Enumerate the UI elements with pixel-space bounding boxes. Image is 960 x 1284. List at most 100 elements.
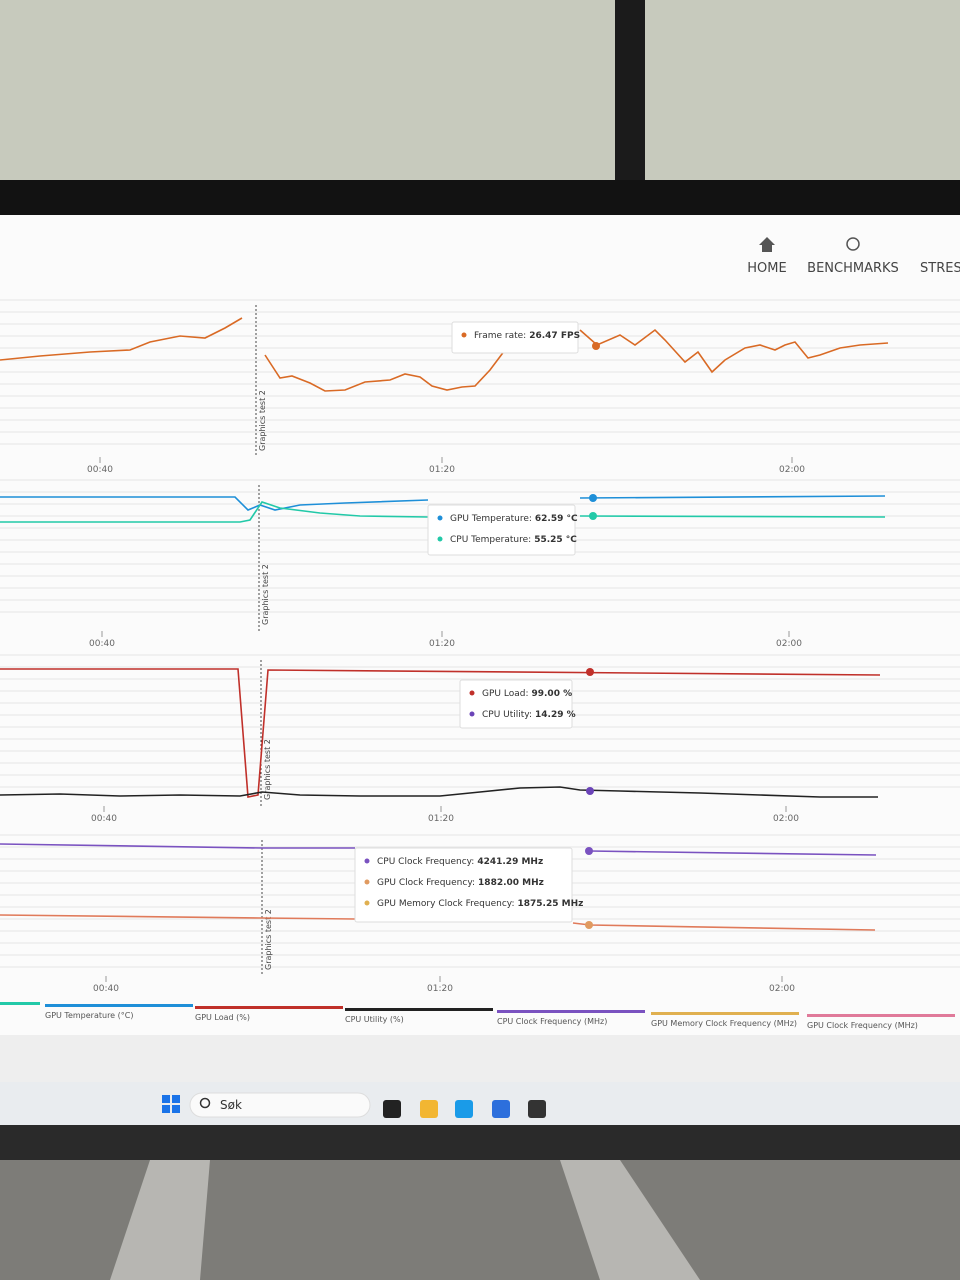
hover-dot: [586, 787, 594, 795]
legend-label[interactable]: GPU Clock Frequency (MHz): [807, 1021, 918, 1030]
test-marker-label: Graphics test 2: [264, 909, 273, 970]
hover-dot: [585, 847, 593, 855]
x-tick-label: 00:40: [87, 465, 113, 475]
series-line: [589, 850, 877, 856]
legend-label[interactable]: CPU Clock Frequency (MHz): [497, 1017, 607, 1026]
x-tick-label: 01:20: [429, 639, 455, 649]
nav-item[interactable]: HOME: [747, 261, 786, 276]
chart-panel: Graphics test 2 00:40 01:20 02:00 GPU Temper…: [0, 479, 960, 649]
chart-panel: Graphics test 2 00:40 01:20 02:00 GPU Load: 9…: [0, 654, 960, 824]
tooltip-label: CPU Utility:: [482, 710, 532, 720]
nav-item[interactable]: STRESS: [920, 261, 960, 276]
bezel-top: [0, 180, 960, 220]
start-button[interactable]: [162, 1095, 170, 1103]
legend-label[interactable]: GPU Temperature (°C): [45, 1011, 133, 1020]
tooltip-dot: [437, 515, 443, 521]
tooltip: [427, 504, 576, 556]
legend-label[interactable]: GPU Load (%): [195, 1013, 250, 1022]
hover-dot: [592, 342, 600, 350]
legend-swatch[interactable]: [345, 1008, 493, 1011]
tooltip-text: CPU Clock Frequency: 4241.29 MHz: [377, 857, 543, 867]
home-icon: [759, 237, 775, 252]
series-line: [0, 786, 878, 798]
chart-panel: Graphics test 2 00:40 01:20 02:00 CPU Clock …: [0, 834, 960, 994]
taskbar-app[interactable]: [492, 1100, 510, 1118]
tooltip-dot: [469, 690, 475, 696]
start-button[interactable]: [162, 1105, 170, 1113]
tooltip-value: 14.29 %: [535, 710, 576, 720]
nav: [759, 237, 860, 252]
x-tick-label: 00:40: [89, 639, 115, 649]
series-line: [0, 843, 355, 849]
tooltip-label: GPU Memory Clock Frequency:: [377, 899, 515, 909]
tooltip: [451, 321, 579, 354]
legend-swatch: [0, 1002, 40, 1005]
tooltip: [459, 679, 573, 729]
taskbar-app[interactable]: [528, 1100, 546, 1118]
legend-swatch[interactable]: [497, 1010, 645, 1013]
x-tick-label: 02:00: [779, 465, 805, 475]
series-line: [0, 496, 429, 511]
legend-swatch[interactable]: [807, 1014, 955, 1017]
legend-swatch[interactable]: [195, 1006, 343, 1009]
tooltip-label: CPU Clock Frequency:: [377, 857, 474, 867]
x-tick-label: 02:00: [776, 639, 802, 649]
tooltip-text: CPU Utility: 14.29 %: [482, 710, 576, 720]
hover-dot: [585, 921, 593, 929]
tooltip-value: 1875.25 MHz: [518, 899, 584, 909]
hover-dot: [586, 668, 594, 676]
tooltip-text: GPU Clock Frequency: 1882.00 MHz: [377, 878, 544, 888]
taskbar-app[interactable]: [420, 1100, 438, 1118]
series-line: [0, 501, 429, 523]
tooltip-label: CPU Temperature:: [450, 535, 531, 545]
x-tick-label: 01:20: [429, 465, 455, 475]
app-footer: [0, 1035, 960, 1085]
start-button[interactable]: [172, 1095, 180, 1103]
legend-swatch[interactable]: [651, 1012, 799, 1015]
search-text: Søk: [220, 1098, 242, 1112]
tooltip-label: Frame rate:: [474, 331, 526, 341]
taskbar-app[interactable]: [383, 1100, 401, 1118]
tooltip-dot: [461, 332, 467, 338]
tooltip-dot: [364, 879, 370, 885]
legend-swatch[interactable]: [45, 1004, 193, 1007]
stand: [110, 1160, 700, 1280]
x-tick-label: 00:40: [91, 814, 117, 824]
legend-label[interactable]: CPU Utility (%): [345, 1015, 404, 1024]
x-tick-label: 02:00: [773, 814, 799, 824]
bezel-bottom: [0, 1125, 960, 1160]
tooltip-dot: [469, 711, 475, 717]
series-line: [264, 331, 521, 392]
series-line: [0, 317, 243, 361]
legend-label[interactable]: GPU Memory Clock Frequency (MHz): [651, 1019, 797, 1028]
tooltip-dot: [437, 536, 443, 542]
tooltip-text: Frame rate: 26.47 FPS: [474, 331, 580, 341]
x-tick-label: 00:40: [93, 984, 119, 994]
tooltip-label: GPU Temperature:: [450, 514, 532, 524]
series-line: [0, 668, 881, 798]
series-line: [0, 914, 356, 920]
tooltip-text: GPU Load: 99.00 %: [482, 689, 572, 699]
test-marker-label: Graphics test 2: [258, 390, 267, 451]
tooltip-label: GPU Clock Frequency:: [377, 878, 475, 888]
tooltip-text: GPU Memory Clock Frequency: 1875.25 MHz: [377, 899, 583, 909]
tooltip-label: GPU Load:: [482, 689, 528, 699]
x-tick-label: 02:00: [769, 984, 795, 994]
taskbar-app[interactable]: [455, 1100, 473, 1118]
series-line: [579, 328, 889, 374]
nav-item[interactable]: BENCHMARKS: [807, 261, 899, 276]
search-icon: [199, 1097, 211, 1109]
series-line: [579, 515, 886, 518]
start-button[interactable]: [172, 1105, 180, 1113]
tooltip-dot: [364, 900, 370, 906]
x-tick-label: 01:20: [427, 984, 453, 994]
tooltip-text: GPU Temperature: 62.59 °C: [450, 514, 578, 524]
hover-dot: [589, 494, 597, 502]
tooltip-value: 1882.00 MHz: [478, 878, 544, 888]
search-box[interactable]: [189, 1092, 371, 1118]
tooltip-dot: [364, 858, 370, 864]
tooltip-value: 26.47 FPS: [529, 331, 580, 341]
benchmarks-icon: [846, 237, 860, 251]
